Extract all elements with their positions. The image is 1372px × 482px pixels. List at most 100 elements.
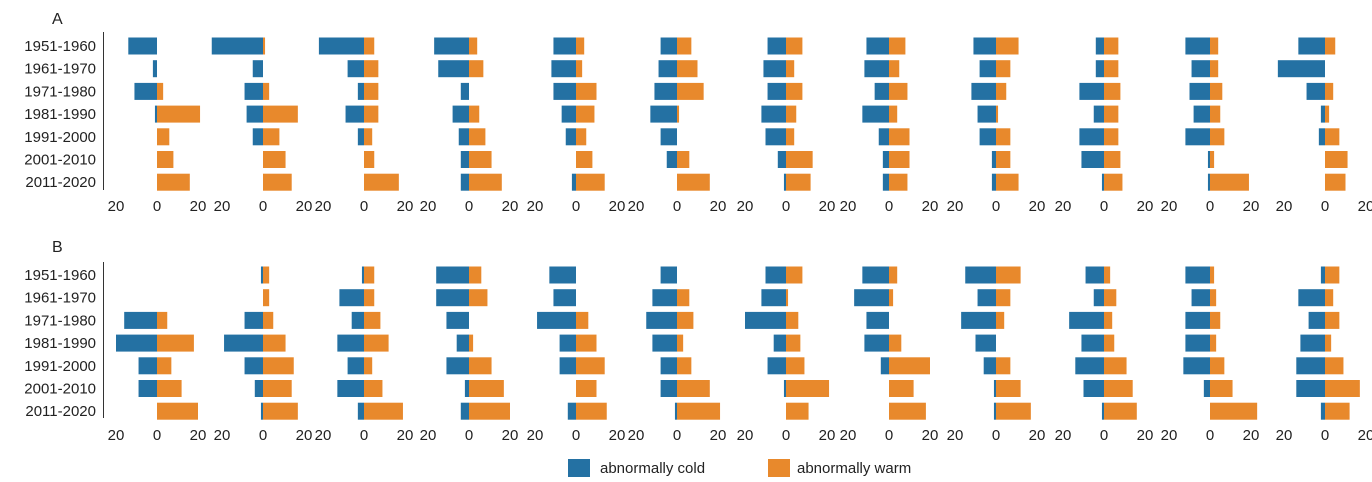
bar-warm <box>996 151 1011 168</box>
bar-warm <box>1325 266 1340 284</box>
bar-cold <box>1101 402 1104 420</box>
bar-cold <box>244 357 263 375</box>
bar-warm <box>157 128 170 146</box>
bar-warm <box>786 105 797 123</box>
bar-cold <box>1079 128 1104 146</box>
bar-cold <box>224 334 263 352</box>
bar-cold <box>434 37 469 55</box>
bar-cold <box>1081 334 1104 352</box>
bar-cold <box>745 311 786 329</box>
subplot-3: 20 0 20 <box>315 266 414 444</box>
bar-cold <box>1191 60 1210 78</box>
bar-warm <box>263 82 270 100</box>
bar-warm <box>263 334 286 352</box>
bar-warm <box>996 37 1019 55</box>
bar-warm <box>1210 266 1215 284</box>
bar-cold <box>1318 128 1325 146</box>
bar-warm <box>677 151 690 168</box>
bar-warm <box>576 60 583 78</box>
bar-cold <box>979 60 996 78</box>
bar-cold <box>1185 266 1210 284</box>
bar-cold <box>971 82 996 100</box>
bar-warm <box>263 173 292 191</box>
bar-cold <box>991 173 996 191</box>
bar-warm <box>677 82 704 100</box>
bar-warm <box>469 151 492 168</box>
bar-cold <box>452 105 469 123</box>
bar-cold <box>773 334 786 352</box>
bar-cold <box>1296 357 1325 375</box>
bar-cold <box>882 173 889 191</box>
legend: abnormally cold abnormally warm <box>568 459 911 477</box>
bar-warm <box>677 105 680 123</box>
bar-cold <box>1095 60 1104 78</box>
x-tick-label: 20 <box>527 427 544 444</box>
x-tick-label: 0 <box>259 427 267 444</box>
x-tick-label: 20 <box>502 427 519 444</box>
bar-warm <box>996 173 1019 191</box>
bar-warm <box>263 357 294 375</box>
bar-warm <box>576 151 593 168</box>
x-tick-label: 20 <box>527 198 544 215</box>
bar-cold <box>993 380 996 397</box>
bar-cold <box>464 380 469 397</box>
bar-cold <box>124 311 157 329</box>
bar-cold <box>458 128 469 146</box>
bar-warm <box>786 60 795 78</box>
x-tick-label: 20 <box>214 427 231 444</box>
panel-label: A <box>52 11 63 28</box>
x-tick-label: 20 <box>1358 198 1372 215</box>
bar-warm <box>889 266 898 284</box>
bar-warm <box>576 334 597 352</box>
subplot-11: 20 0 20 <box>1161 37 1259 215</box>
subplot-2: 20 0 20 <box>214 266 312 444</box>
bar-cold <box>1083 380 1104 397</box>
bar-warm <box>1325 128 1340 146</box>
x-tick-label: 20 <box>947 427 964 444</box>
bar-warm <box>786 289 789 307</box>
bar-cold <box>763 60 786 78</box>
bar-warm <box>1210 173 1249 191</box>
bar-cold <box>1298 289 1325 307</box>
bar-warm <box>786 380 830 397</box>
legend-swatch-warm <box>768 459 790 477</box>
bar-cold <box>246 105 263 123</box>
y-tick-label: 1951-1960 <box>24 267 96 284</box>
bar-cold <box>116 334 157 352</box>
x-tick-label: 20 <box>1055 198 1072 215</box>
bar-warm <box>677 60 698 78</box>
bar-warm <box>1104 151 1121 168</box>
bar-warm <box>889 37 906 55</box>
bar-warm <box>157 82 164 100</box>
x-tick-label: 20 <box>397 198 414 215</box>
bar-cold <box>553 289 576 307</box>
bar-cold <box>862 266 889 284</box>
x-tick-label: 20 <box>397 427 414 444</box>
x-tick-label: 20 <box>1276 427 1293 444</box>
bar-warm <box>786 37 803 55</box>
x-tick-label: 20 <box>1137 427 1154 444</box>
bar-warm <box>889 82 908 100</box>
bar-cold <box>660 37 677 55</box>
x-tick-label: 0 <box>1100 427 1108 444</box>
subplot-9: 20 0 20 <box>947 37 1045 215</box>
bar-warm <box>1104 82 1121 100</box>
bar-cold <box>765 128 786 146</box>
bar-warm <box>263 128 280 146</box>
x-tick-label: 0 <box>992 427 1000 444</box>
bar-cold <box>152 60 157 78</box>
x-tick-label: 20 <box>737 427 754 444</box>
y-tick-label: 1961-1970 <box>24 61 96 78</box>
bar-warm <box>364 266 375 284</box>
bar-cold <box>767 82 786 100</box>
bar-warm <box>157 105 201 123</box>
bar-warm <box>996 402 1031 420</box>
bar-warm <box>469 334 474 352</box>
bar-warm <box>364 37 375 55</box>
x-tick-label: 20 <box>420 427 437 444</box>
bar-cold <box>1079 82 1104 100</box>
x-tick-label: 20 <box>609 427 626 444</box>
y-tick-label: 1961-1970 <box>24 290 96 307</box>
bar-cold <box>1185 311 1210 329</box>
bar-warm <box>1210 357 1225 375</box>
